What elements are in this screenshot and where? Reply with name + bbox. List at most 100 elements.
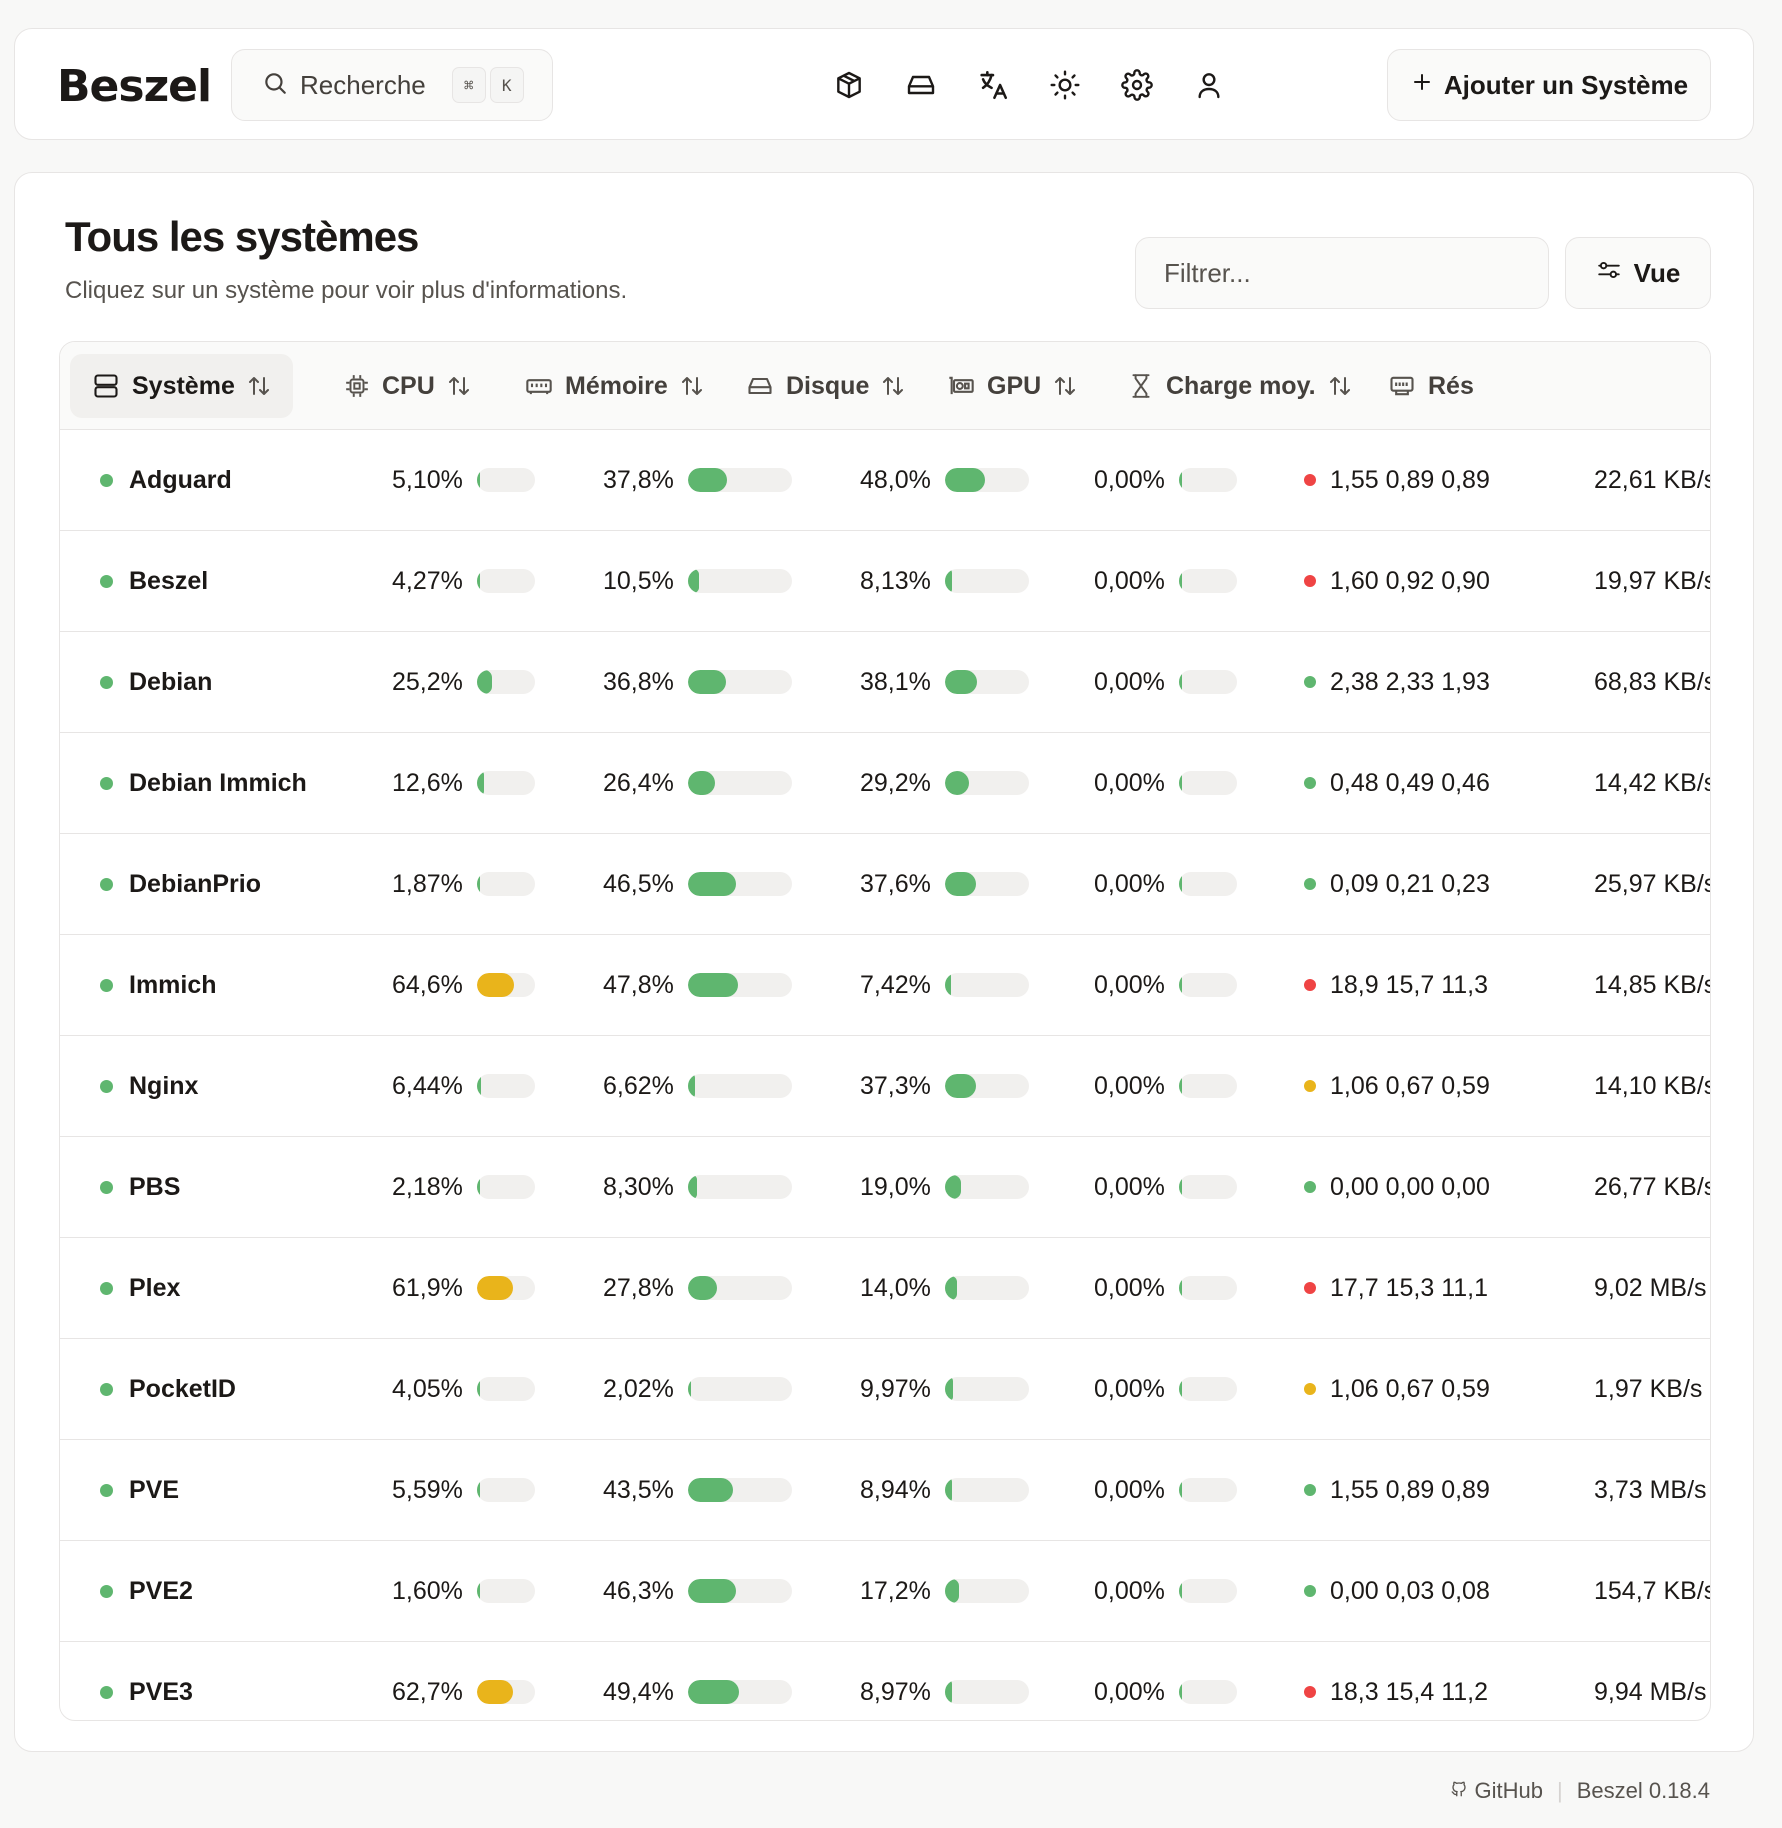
load-value: 1,60 0,92 0,90 (1330, 566, 1490, 595)
load-cell: 2,38 2,33 1,93 (1304, 632, 1490, 732)
cpu-meter-fill (476, 670, 492, 694)
table-row[interactable]: Plex 61,9% 27,8% 14,0% 0,00% 17,7 15,3 11,1 9,… (60, 1238, 1710, 1339)
column-header-cpu[interactable]: CPU (322, 354, 493, 418)
drive-icon[interactable] (897, 61, 945, 109)
settings-gear-icon[interactable] (1113, 61, 1161, 109)
cpu-value: 2,18% (392, 1172, 463, 1201)
table-row[interactable]: PVE 5,59% 43,5% 8,94% 0,00% 1,55 0,89 0,89 3,7… (60, 1440, 1710, 1541)
gpu-meter-fill (1178, 771, 1182, 795)
plus-icon (1410, 70, 1434, 101)
column-header-memory[interactable]: Mémoire (503, 354, 726, 418)
gpu-meter (1178, 771, 1237, 795)
table-row[interactable]: Debian Immich 12,6% 26,4% 29,2% 0,00% 0,48 0,… (60, 733, 1710, 834)
system-name[interactable]: Immich (129, 970, 217, 999)
sort-icon[interactable] (1328, 374, 1352, 398)
network-value: 14,85 KB/s (1594, 970, 1711, 999)
system-name[interactable]: PVE3 (129, 1677, 193, 1706)
status-dot (100, 1180, 113, 1194)
column-label: Mémoire (565, 371, 668, 400)
status-dot (100, 1281, 113, 1295)
gpu-meter-fill (1178, 569, 1182, 593)
disk-meter-fill (944, 569, 952, 593)
memory-meter (687, 1074, 792, 1098)
memory-value: 46,5% (603, 869, 674, 898)
system-name[interactable]: Adguard (129, 465, 232, 494)
disk-meter-fill (944, 973, 952, 997)
load-status-dot (1304, 1080, 1316, 1092)
system-name[interactable]: PocketID (129, 1374, 236, 1403)
beszel-logo[interactable]: Beszel (57, 61, 212, 112)
table-row[interactable]: Debian 25,2% 36,8% 38,1% 0,00% 2,38 2,33 1,93… (60, 632, 1710, 733)
system-name[interactable]: PVE (129, 1475, 180, 1504)
table-row[interactable]: PBS 2,18% 8,30% 19,0% 0,00% 0,00 0,00 0,00 26,… (60, 1137, 1710, 1238)
containers-icon[interactable] (825, 61, 873, 109)
language-icon[interactable] (969, 61, 1017, 109)
table-row[interactable]: DebianPrio 1,87% 46,5% 37,6% 0,00% 0,09 0,21 … (60, 834, 1710, 935)
cpu-meter (476, 1680, 535, 1704)
network-cell: 14,42 KB/s (1594, 733, 1710, 833)
system-name[interactable]: PBS (129, 1172, 181, 1201)
disk-value: 14,0% (860, 1273, 931, 1302)
table-row[interactable]: Immich 64,6% 47,8% 7,42% 0,00% 18,9 15,7 11,3… (60, 935, 1711, 1036)
sliders-icon (1596, 257, 1622, 290)
sort-icon[interactable] (881, 374, 905, 398)
system-name[interactable]: PVE2 (129, 1576, 193, 1605)
table-row[interactable]: PVE2 1,60% 46,3% 17,2% 0,00% 0,00 0,03 0,08 15… (60, 1541, 1710, 1642)
disk-meter (944, 1175, 1029, 1199)
load-cell: 18,3 15,4 11,2 (1304, 1642, 1488, 1720)
memory-value: 49,4% (603, 1677, 674, 1706)
system-cell: Beszel (100, 531, 208, 631)
sort-icon[interactable] (447, 374, 471, 398)
load-value: 0,09 0,21 0,23 (1330, 869, 1490, 898)
version-label[interactable]: Beszel 0.18.4 (1576, 1778, 1710, 1803)
column-header-disk[interactable]: Disque (724, 354, 927, 418)
gpu-value: 0,00% (1094, 1475, 1165, 1504)
table-row[interactable]: Beszel 4,27% 10,5% 8,13% 0,00% 1,60 0,92 0,90… (60, 531, 1710, 632)
disk-meter-fill (944, 1478, 953, 1502)
sort-icon[interactable] (247, 374, 271, 398)
disk-cell: 9,97% (860, 1339, 1029, 1439)
gpu-meter-fill (1178, 1276, 1182, 1300)
network-cell: 154,7 KB/s (1594, 1541, 1710, 1641)
column-header-net[interactable]: Rés (1366, 354, 1496, 418)
table-row[interactable]: Adguard 5,10% 37,8% 48,0% 0,00% 1,55 0,89 0,8… (60, 430, 1710, 531)
cpu-meter (476, 973, 535, 997)
table-row[interactable]: PVE3 62,7% 49,4% 8,97% 0,00% 18,3 15,4 11,2 9,… (60, 1642, 1710, 1720)
system-name[interactable]: Debian Immich (129, 768, 307, 797)
system-name[interactable]: DebianPrio (129, 869, 261, 898)
network-value: 9,94 MB/s (1594, 1677, 1707, 1706)
disk-value: 9,97% (860, 1374, 931, 1403)
sort-icon[interactable] (680, 374, 704, 398)
column-header-system[interactable]: Système (70, 354, 293, 418)
system-name[interactable]: Beszel (129, 566, 209, 595)
table-row[interactable]: PocketID 4,05% 2,02% 9,97% 0,00% 1,06 0,67 0,… (60, 1339, 1710, 1440)
column-header-gpu[interactable]: GPU (925, 354, 1099, 418)
gpu-cell: 0,00% (1094, 531, 1237, 631)
memory-meter (687, 1175, 792, 1199)
system-name[interactable]: Nginx (129, 1071, 199, 1100)
systems-table: Système CPU Mémoire Disque GPU Charge moy. Rés… (59, 341, 1711, 1721)
memory-value: 2,02% (603, 1374, 674, 1403)
table-row[interactable]: Nginx 6,44% 6,62% 37,3% 0,00% 1,06 0,67 0,59 1… (60, 1036, 1710, 1137)
theme-sun-icon[interactable] (1041, 61, 1089, 109)
system-name[interactable]: Plex (129, 1273, 181, 1302)
server-icon (92, 372, 120, 400)
github-link[interactable]: GitHub (1450, 1778, 1543, 1804)
view-options-button[interactable]: Vue (1565, 237, 1711, 309)
memory-meter (687, 1579, 792, 1603)
status-dot (100, 1382, 113, 1396)
user-icon[interactable] (1185, 61, 1233, 109)
hourglass-icon (1128, 373, 1154, 399)
system-name[interactable]: Debian (129, 667, 213, 696)
filter-input[interactable] (1135, 237, 1549, 309)
memory-meter-fill (687, 569, 699, 593)
search-button[interactable]: Recherche ⌘ K (231, 49, 553, 121)
cpu-cell: 12,6% (392, 733, 535, 833)
cpu-meter (476, 468, 535, 492)
column-header-load[interactable]: Charge moy. (1106, 354, 1374, 418)
sort-icon[interactable] (1053, 374, 1077, 398)
cpu-cell: 5,10% (392, 430, 535, 530)
gpu-meter-fill (1178, 872, 1182, 896)
add-system-button[interactable]: Ajouter un Système (1387, 49, 1711, 121)
load-status-dot (1304, 1585, 1316, 1597)
